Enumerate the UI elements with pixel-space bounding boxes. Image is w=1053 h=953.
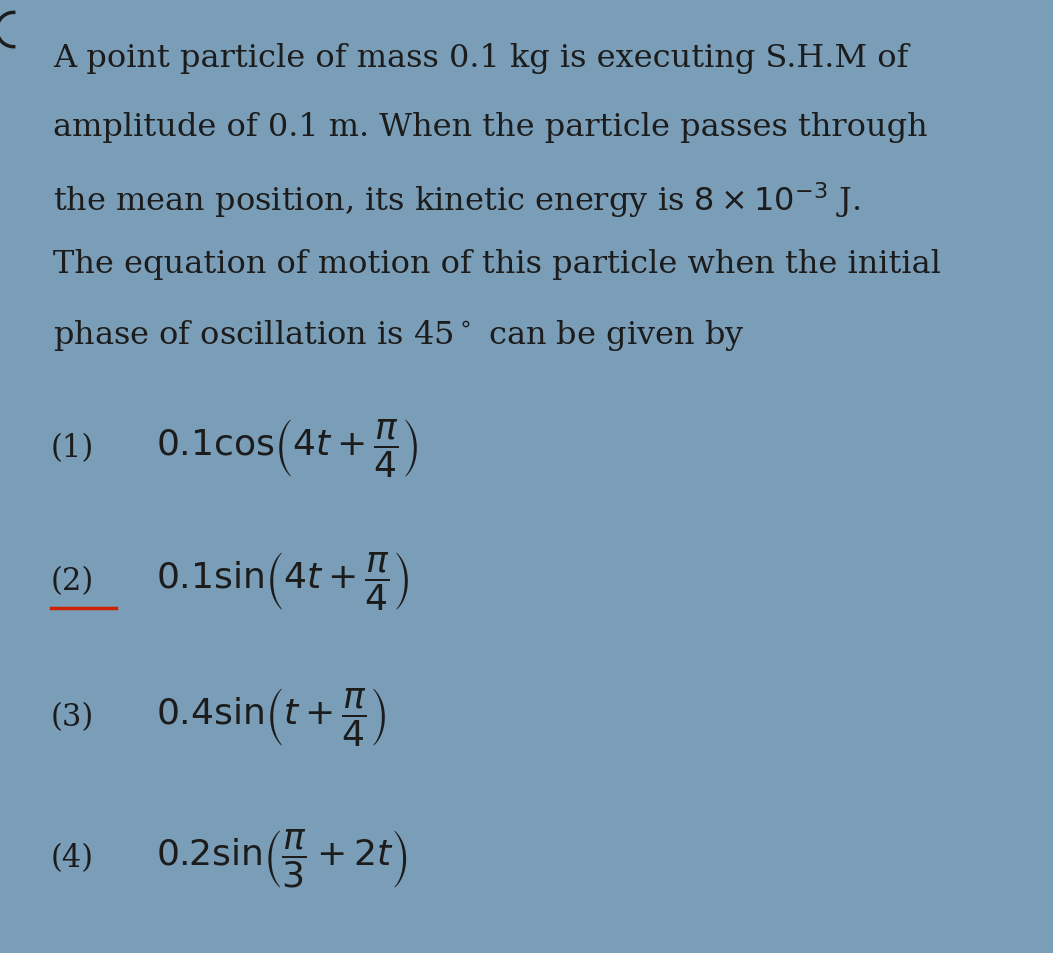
Text: (2): (2) [51, 566, 94, 597]
Text: (4): (4) [51, 842, 94, 873]
Text: (3): (3) [51, 701, 94, 732]
Text: $0.4\sin\!\left(t + \dfrac{\pi}{4}\right)$: $0.4\sin\!\left(t + \dfrac{\pi}{4}\right… [156, 685, 386, 748]
Text: $0.2\sin\!\left(\dfrac{\pi}{3} + 2t\right)$: $0.2\sin\!\left(\dfrac{\pi}{3} + 2t\righ… [156, 826, 408, 889]
Text: phase of oscillation is 45$^\circ$ can be given by: phase of oscillation is 45$^\circ$ can b… [53, 317, 744, 353]
Text: (1): (1) [51, 433, 94, 463]
Text: $0.1\cos\!\left(4t + \dfrac{\pi}{4}\right)$: $0.1\cos\!\left(4t + \dfrac{\pi}{4}\righ… [156, 416, 418, 479]
Text: The equation of motion of this particle when the initial: The equation of motion of this particle … [53, 249, 940, 279]
Text: $0.1\sin\!\left(4t + \dfrac{\pi}{4}\right)$: $0.1\sin\!\left(4t + \dfrac{\pi}{4}\righ… [156, 550, 410, 613]
Text: A point particle of mass 0.1 kg is executing S.H.M of: A point particle of mass 0.1 kg is execu… [53, 43, 908, 73]
Text: the mean position, its kinetic energy is $8 \times 10^{-3}$ J.: the mean position, its kinetic energy is… [53, 180, 860, 220]
Text: amplitude of 0.1 m. When the particle passes through: amplitude of 0.1 m. When the particle pa… [53, 112, 928, 142]
